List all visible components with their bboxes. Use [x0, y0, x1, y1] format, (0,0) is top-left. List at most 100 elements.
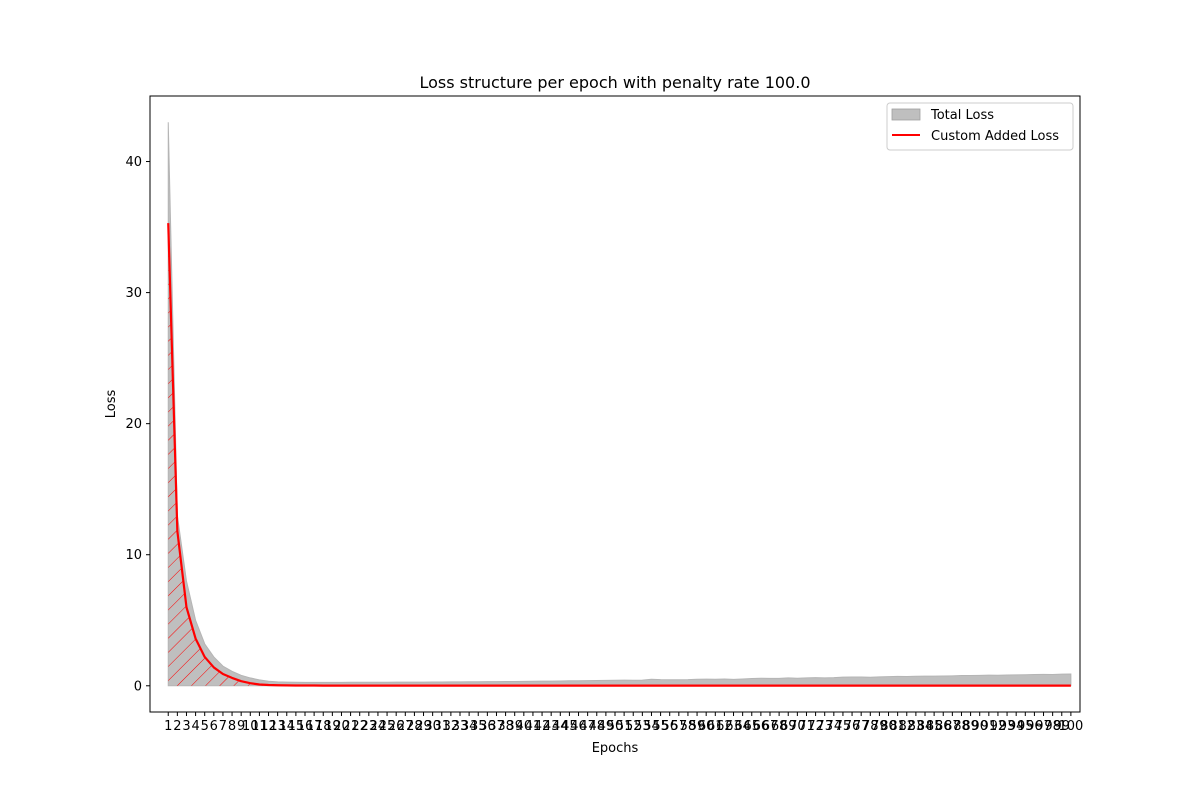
x-tick-label: 46 [570, 719, 587, 734]
x-tick-label: 3 [182, 719, 190, 734]
x-tick-label: 72 [807, 719, 824, 734]
x-tick-label: 17 [306, 719, 323, 734]
y-axis: 0 10 20 30 40 [125, 155, 150, 694]
x-tick-label: 6 [210, 719, 218, 734]
legend-swatch-total-loss [891, 108, 921, 121]
x-tick-label: 25 [379, 719, 396, 734]
x-tick-label: 5 [201, 719, 209, 734]
x-tick-label: 26 [388, 719, 405, 734]
legend: Total Loss Custom Added Loss [886, 102, 1074, 151]
x-tick-label: 98 [1044, 719, 1061, 734]
x-tick-label: 96 [1026, 719, 1043, 734]
x-tick-label: 70 [789, 719, 806, 734]
x-tick-label: 90 [971, 719, 988, 734]
x-tick-label: 2 [173, 719, 181, 734]
x-tick-label: 61 [707, 719, 724, 734]
x-tick-label: 58 [680, 719, 697, 734]
x-tick-label: 60 [698, 719, 715, 734]
x-tick-label: 63 [725, 719, 742, 734]
x-tick-label: 67 [762, 719, 779, 734]
x-tick-label: 14 [278, 719, 295, 734]
x-tick-label: 48 [588, 719, 605, 734]
x-tick-label: 28 [406, 719, 423, 734]
x-tick-label: 9 [237, 719, 245, 734]
x-tick-label: 79 [871, 719, 888, 734]
x-tick-label: 95 [1017, 719, 1034, 734]
legend-box [886, 102, 1074, 151]
x-tick-label: 69 [780, 719, 797, 734]
x-tick-label: 83 [908, 719, 925, 734]
x-tick-label: 31 [433, 719, 450, 734]
x-tick-label: 49 [598, 719, 615, 734]
x-axis: 1 2 3 4 5 6 7 8 91011121314151617181920212223242… [164, 712, 1083, 734]
x-tick-label: 11 [251, 719, 268, 734]
x-tick-label: 54 [643, 719, 660, 734]
x-tick-label: 38 [497, 719, 514, 734]
x-tick-label: 1 [164, 719, 172, 734]
x-tick-label: 64 [734, 719, 751, 734]
legend-label-custom-added-loss: Custom Added Loss [931, 129, 1059, 144]
x-tick-label: 81 [889, 719, 906, 734]
x-tick-label: 44 [552, 719, 569, 734]
x-tick-label: 87 [944, 719, 961, 734]
x-tick-label: 20 [333, 719, 350, 734]
x-tick-label: 30 [424, 719, 441, 734]
x-tick-label: 77 [853, 719, 870, 734]
x-tick-label: 89 [962, 719, 979, 734]
y-axis-label: Loss [104, 390, 119, 419]
x-tick-label: 78 [862, 719, 879, 734]
x-tick-label: 50 [607, 719, 624, 734]
x-tick-label: 99 [1053, 719, 1070, 734]
y-tick-label: 30 [125, 286, 142, 301]
chart-title: Loss structure per epoch with penalty ra… [420, 73, 811, 92]
x-tick-label: 43 [543, 719, 560, 734]
x-tick-label: 36 [479, 719, 496, 734]
x-tick-label: 73 [816, 719, 833, 734]
x-tick-label: 40 [516, 719, 533, 734]
x-tick-label: 27 [397, 719, 414, 734]
x-tick-label: 65 [743, 719, 760, 734]
x-tick-label: 85 [926, 719, 943, 734]
x-tick-label: 97 [1035, 719, 1052, 734]
x-tick-label: 21 [342, 719, 359, 734]
x-tick-label: 93 [999, 719, 1016, 734]
x-tick-label: 57 [671, 719, 688, 734]
x-tick-label: 22 [351, 719, 368, 734]
y-tick-label: 40 [125, 155, 142, 170]
legend-label-total-loss: Total Loss [930, 108, 994, 123]
x-tick-label: 52 [625, 719, 642, 734]
x-tick-label: 12 [260, 719, 277, 734]
x-tick-label: 41 [525, 719, 542, 734]
x-tick-label: 92 [990, 719, 1007, 734]
x-tick-label: 53 [634, 719, 651, 734]
x-tick-label: 33 [452, 719, 469, 734]
y-tick-label: 20 [125, 417, 142, 432]
x-tick-label: 56 [661, 719, 678, 734]
x-tick-label: 76 [844, 719, 861, 734]
x-axis-label: Epochs [592, 741, 639, 756]
x-tick-label: 32 [443, 719, 460, 734]
x-tick-label: 66 [753, 719, 770, 734]
total-loss-area [167, 122, 1072, 687]
x-tick-label: 23 [361, 719, 378, 734]
x-tick-label: 4 [191, 719, 199, 734]
x-tick-label: 10 [242, 719, 259, 734]
custom-added-loss-line [167, 223, 1071, 687]
x-tick-label: 13 [269, 719, 286, 734]
x-tick-label: 94 [1008, 719, 1025, 734]
x-tick-label: 39 [506, 719, 523, 734]
y-tick-label: 0 [134, 679, 142, 694]
y-tick-label: 10 [125, 548, 142, 563]
x-tick-label: 34 [461, 719, 478, 734]
x-tick-label: 19 [324, 719, 341, 734]
x-tick-label: 74 [826, 719, 843, 734]
x-tick-label: 86 [935, 719, 952, 734]
x-tick-label: 51 [616, 719, 633, 734]
x-tick-label: 55 [652, 719, 669, 734]
x-tick-label: 37 [488, 719, 505, 734]
custom-loss-hatch [168, 223, 1071, 686]
x-tick-label: 59 [689, 719, 706, 734]
x-tick-label: 75 [835, 719, 852, 734]
x-tick-label: 42 [534, 719, 551, 734]
